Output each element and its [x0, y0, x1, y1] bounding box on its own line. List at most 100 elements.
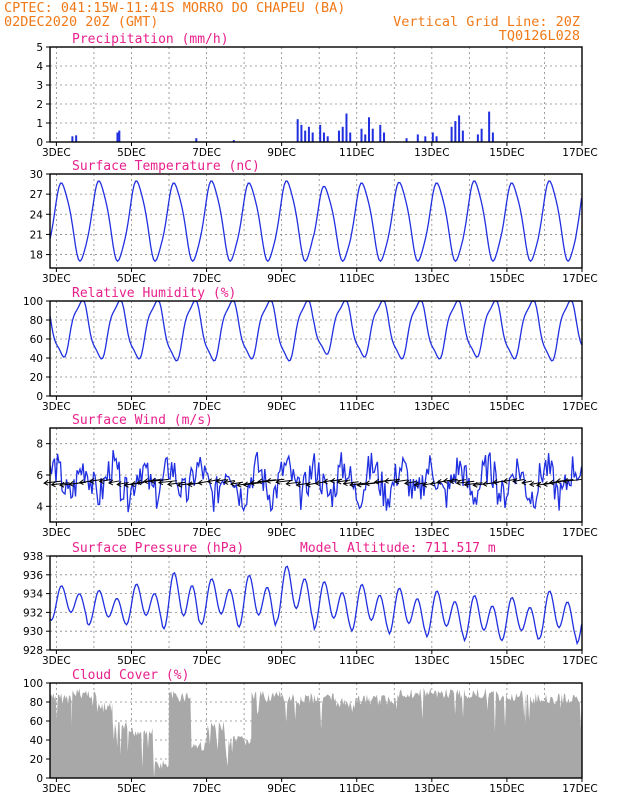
wind-vector	[443, 478, 458, 482]
precip-bar	[476, 134, 479, 142]
wind-arrowhead	[223, 479, 229, 485]
y-tick-label: 18	[30, 250, 43, 262]
precip-bar	[488, 111, 491, 142]
wind-arrowhead	[136, 479, 142, 486]
y-tick-label: 80	[30, 697, 43, 709]
x-tick-label: 9DEC	[267, 401, 296, 413]
precip-bar	[360, 128, 363, 142]
x-tick-label: 17DEC	[562, 527, 597, 539]
x-tick-label: 17DEC	[562, 273, 597, 285]
x-tick-label: 13DEC	[414, 273, 449, 285]
precip-bar	[326, 136, 329, 142]
x-tick-label: 3DEC	[42, 401, 71, 413]
wind-arrowhead	[314, 480, 320, 487]
wind-arrowhead	[295, 481, 301, 488]
wind-arrowhead	[230, 480, 236, 487]
y-tick-label: 4	[36, 61, 43, 73]
y-tick-label: 24	[30, 209, 44, 221]
wind-arrowhead	[322, 478, 328, 485]
wind-vector	[296, 482, 310, 486]
wind-vector	[449, 479, 467, 483]
x-tick-label: 15DEC	[489, 655, 524, 667]
x-tick-label: 11DEC	[339, 527, 374, 539]
wind-arrowhead	[50, 481, 56, 488]
wind-arrowhead	[285, 480, 291, 487]
x-tick-label: 13DEC	[414, 655, 449, 667]
x-tick-label: 15DEC	[489, 273, 524, 285]
x-tick-label: 17DEC	[562, 783, 597, 795]
x-tick-label: 5DEC	[117, 655, 146, 667]
cloud-cover-area	[50, 687, 582, 778]
precip-bar	[480, 128, 483, 142]
y-tick-label: 936	[23, 570, 43, 582]
precip-bar	[232, 140, 235, 142]
wind-vector	[503, 478, 516, 482]
precip-bar	[450, 126, 453, 142]
wind-arrowhead	[529, 481, 535, 488]
precip-bar	[405, 138, 408, 142]
wind-arrowhead	[512, 478, 518, 484]
wind-arrowhead	[429, 480, 435, 487]
wind-vector	[117, 482, 128, 486]
precip-bar	[300, 124, 303, 142]
panel-frame	[49, 300, 583, 397]
wind-vector	[51, 482, 70, 486]
precip-bar	[311, 132, 314, 142]
x-tick-label: 11DEC	[339, 401, 374, 413]
y-tick-label: 930	[23, 626, 43, 638]
precip-bar	[116, 132, 119, 142]
panel-precipitation: 0 1 2 3 4 5 3DEC 5DEC 7DEC 9DEC 11DEC 13DEC 15DEC 17D…	[36, 32, 597, 159]
x-tick-label: 15DEC	[489, 401, 524, 413]
wind-arrowhead	[342, 480, 348, 487]
y-tick-label: 0	[36, 137, 43, 149]
x-tick-label: 5DEC	[117, 273, 146, 285]
panel-wind: 4 6 8 3DEC 5DEC 7DEC 9DEC 11DEC 13DEC 15DEC 17DEC S…	[36, 413, 597, 539]
x-tick-label: 17DEC	[562, 655, 597, 667]
precip-bar	[118, 130, 121, 142]
header-grid-note: Vertical Grid Line: 20Z	[393, 14, 580, 30]
wind-arrowhead	[249, 479, 255, 486]
wind-arrowhead	[88, 477, 95, 484]
wind-vector	[266, 478, 285, 482]
wind-arrowhead	[68, 480, 74, 487]
y-tick-label: 4	[36, 501, 43, 513]
y-tick-label: 60	[30, 334, 43, 346]
wind-arrowhead	[442, 477, 448, 484]
x-tick-label: 17DEC	[562, 401, 597, 413]
y-tick-label: 27	[30, 189, 43, 201]
wind-arrowhead	[463, 481, 469, 488]
wind-arrowhead	[206, 478, 213, 485]
y-tick-label: 1	[36, 118, 43, 130]
horizontal-gridlines	[50, 319, 582, 378]
wind-vector	[337, 479, 351, 483]
y-tick-label: 0	[36, 773, 43, 785]
wind-arrowhead	[108, 479, 114, 486]
y-tick-label: 60	[30, 716, 43, 728]
wind-arrowhead	[98, 478, 105, 484]
wind-vector	[521, 480, 533, 484]
wind-arrowhead	[542, 481, 548, 487]
wind-arrowhead	[349, 481, 355, 488]
wind-arrowhead	[187, 481, 193, 488]
wind-arrowhead	[242, 481, 248, 488]
x-tick-label: 9DEC	[267, 527, 296, 539]
precip-bar	[304, 130, 307, 142]
horizontal-gridlines	[50, 574, 582, 632]
wind-arrowhead	[78, 479, 84, 486]
precip-bar	[296, 119, 299, 142]
vertical-gridlines	[55, 301, 545, 396]
y-tick-label: 6	[36, 470, 43, 482]
wind-arrowhead	[536, 481, 542, 488]
y-tick-label: 932	[23, 607, 43, 619]
precip-bar	[491, 132, 494, 142]
wind-vector	[99, 479, 111, 483]
wind-arrowhead	[393, 478, 400, 485]
wind-arrowhead	[176, 481, 183, 488]
wind-arrowhead	[197, 479, 203, 486]
panel-title: Cloud Cover (%)	[72, 668, 189, 683]
precip-bar	[75, 135, 78, 142]
x-tick-label: 7DEC	[192, 655, 221, 667]
precip-bar	[349, 132, 352, 142]
y-tick-label: 80	[30, 315, 43, 327]
